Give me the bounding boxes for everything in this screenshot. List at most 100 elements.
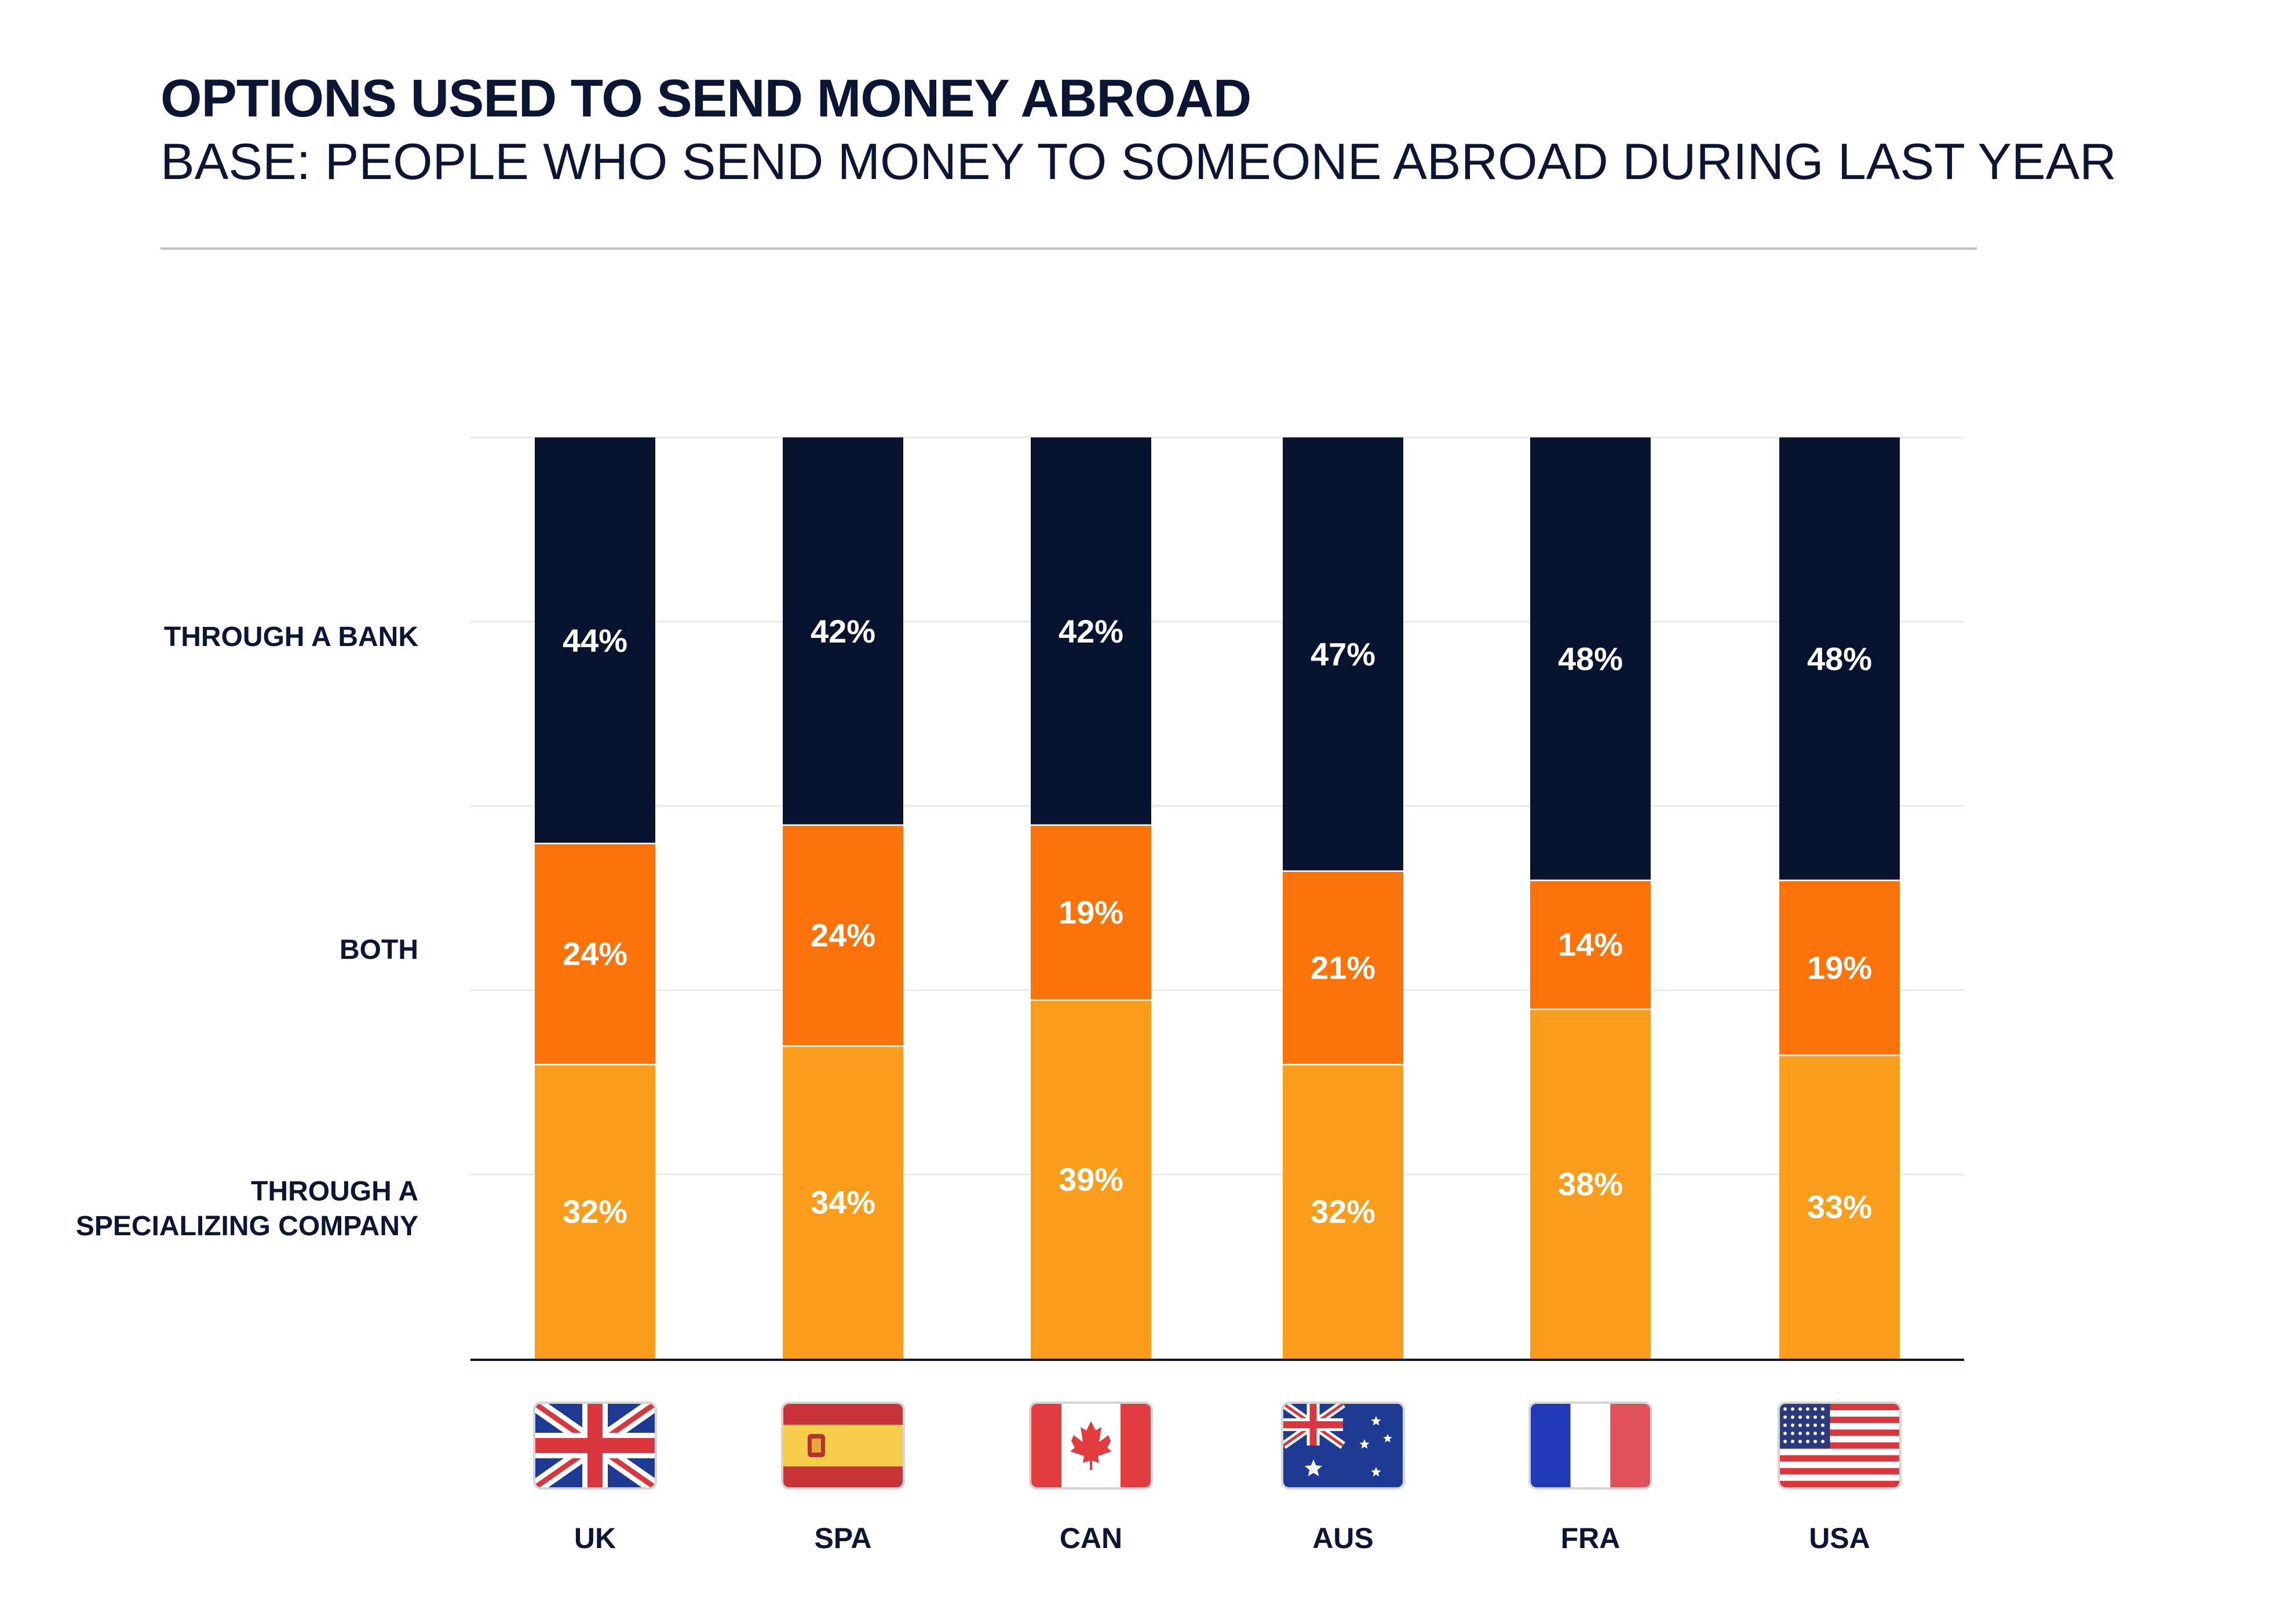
- bar-stack-aus: 32% 21% 47%: [1283, 437, 1403, 1359]
- flag-stripe: [1780, 1417, 1899, 1424]
- star-mark: [1791, 1440, 1794, 1443]
- flag-artwork: [535, 1404, 655, 1487]
- flag-artwork: [783, 1404, 903, 1487]
- flag-emblem: [812, 1439, 821, 1453]
- bar-segment: [1031, 437, 1151, 824]
- star-mark: [1791, 1424, 1794, 1427]
- bar-segment: [1031, 999, 1151, 1359]
- star-mark: [1371, 1416, 1381, 1426]
- bar-stack-can: 39% 19% 42%: [1031, 437, 1151, 1359]
- star-mark: [1798, 1424, 1802, 1427]
- star-mark: [1806, 1432, 1809, 1435]
- spain-flag-icon: [781, 1402, 905, 1490]
- usa-flag-icon: [1778, 1402, 1902, 1490]
- bar-segment: [1031, 824, 1151, 999]
- star-mark: [1821, 1415, 1824, 1419]
- star-mark: [1813, 1432, 1817, 1435]
- star-mark: [1806, 1440, 1809, 1443]
- flag-band: [1531, 1404, 1571, 1487]
- category-label: SPA: [814, 1522, 871, 1554]
- data-label: 42%: [811, 613, 875, 649]
- data-label: 24%: [563, 935, 627, 972]
- star-mark: [1371, 1467, 1381, 1477]
- flag-band: [1031, 1404, 1061, 1487]
- star-mark: [1798, 1440, 1802, 1443]
- star-mark: [1821, 1407, 1824, 1411]
- canada-flag-icon: [1029, 1402, 1153, 1490]
- chart-subtitle: BASE: PEOPLE WHO SEND MONEY TO SOMEONE A…: [160, 133, 2117, 190]
- star-mark: [1813, 1424, 1817, 1427]
- flags: [533, 1402, 1902, 1490]
- header-divider: [160, 247, 1977, 250]
- category-label: CAN: [1060, 1522, 1122, 1554]
- flag-band: [1570, 1404, 1611, 1487]
- star-mark: [1383, 1434, 1392, 1443]
- australia-flag-icon: [1281, 1402, 1405, 1490]
- flag-cross-red: [1283, 1421, 1343, 1428]
- data-label: 48%: [1807, 641, 1872, 677]
- flag-band: [1121, 1404, 1151, 1487]
- star-mark: [1813, 1407, 1817, 1411]
- data-label: 44%: [563, 622, 627, 659]
- star-mark: [1783, 1407, 1787, 1411]
- chart-title: OPTIONS USED TO SEND MONEY ABROAD: [160, 69, 1251, 128]
- star-mark: [1821, 1440, 1824, 1443]
- star-mark: [1813, 1440, 1817, 1443]
- flag-stripe: [1780, 1423, 1899, 1430]
- star-mark: [1798, 1432, 1802, 1435]
- bar-segment: [1283, 1064, 1403, 1359]
- flag-stripe: [1780, 1448, 1899, 1456]
- bar-segment: [535, 842, 655, 1064]
- star-mark: [1798, 1407, 1802, 1411]
- flag-stripe: [1780, 1468, 1899, 1475]
- flag-stripe: [1780, 1429, 1899, 1436]
- flag-stripe: [1780, 1436, 1899, 1443]
- data-label: 21%: [1311, 949, 1375, 986]
- bar-segment: [1530, 879, 1651, 1009]
- star-mark: [1783, 1440, 1787, 1443]
- star-mark: [1791, 1415, 1794, 1419]
- flag-artwork: [1531, 1404, 1650, 1487]
- star-mark: [1806, 1407, 1809, 1411]
- star-mark: [1304, 1459, 1323, 1476]
- flag-stripe: [1780, 1474, 1899, 1481]
- bar-stack-uk: 32% 24% 44%: [535, 437, 655, 1359]
- star-mark: [1783, 1424, 1787, 1427]
- france-flag-icon: [1528, 1402, 1652, 1490]
- category-label: FRA: [1561, 1522, 1621, 1554]
- series-label: SPECIALIZING COMPANY: [76, 1211, 418, 1242]
- data-label: 14%: [1558, 926, 1623, 963]
- series-label: THROUGH A BANK: [164, 622, 418, 652]
- star-mark: [1791, 1407, 1794, 1411]
- bar-segment: [1530, 1008, 1651, 1359]
- star-mark: [1821, 1424, 1824, 1427]
- data-label: 24%: [811, 917, 875, 954]
- star-mark: [1806, 1424, 1809, 1427]
- bar-segment: [783, 1045, 903, 1359]
- bar-stack-spa: 34% 24% 42%: [783, 437, 903, 1359]
- star-mark: [1813, 1415, 1817, 1419]
- maple-leaf-mark: [1070, 1421, 1112, 1470]
- star-mark: [1783, 1432, 1787, 1435]
- flag-stripe: [1780, 1455, 1899, 1462]
- star-mark: [1783, 1415, 1787, 1419]
- category-labels: UK SPA CAN AUS FRA USA: [574, 1522, 1870, 1554]
- data-label: 47%: [1311, 636, 1375, 673]
- category-label: USA: [1809, 1522, 1870, 1554]
- flag-artwork: [1031, 1404, 1151, 1487]
- star-mark: [1791, 1432, 1794, 1435]
- bar-segment: [1530, 437, 1651, 880]
- flag-stripe: [1780, 1404, 1899, 1411]
- series-label: THROUGH A: [251, 1176, 418, 1207]
- data-label: 32%: [1311, 1194, 1375, 1230]
- category-label: AUS: [1312, 1522, 1374, 1554]
- bar-stack-usa: 33% 19% 48%: [1779, 437, 1900, 1359]
- flag-stripe: [1780, 1480, 1899, 1487]
- bar-segment: [1779, 1054, 1900, 1359]
- series-label: BOTH: [340, 935, 418, 965]
- series-labels: THROUGH A SPECIALIZING COMPANY BOTH THROUGH…: [76, 622, 418, 1242]
- star-mark: [1359, 1439, 1370, 1449]
- bar-segment: [1779, 437, 1900, 880]
